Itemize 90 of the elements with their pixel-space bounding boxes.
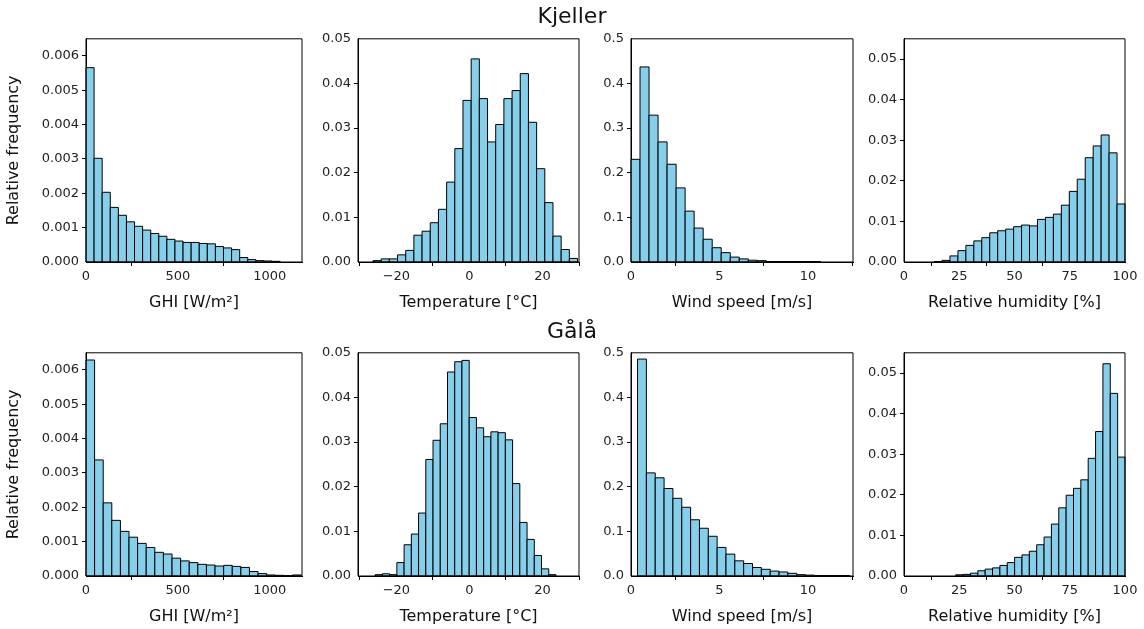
- x-axis-title: Temperature [°C]: [398, 291, 538, 311]
- y-tick-label: 0.1: [603, 208, 624, 224]
- y-tick-label: 0.0: [603, 253, 624, 269]
- y-tick-label: 0.00: [322, 567, 351, 583]
- y-axis-title: Relative frequency: [2, 75, 22, 226]
- y-tick-label: 0.003: [41, 150, 79, 166]
- y-tick-label: 0.005: [41, 395, 79, 411]
- y-tick-label: 0.004: [41, 116, 79, 132]
- y-tick-label: 0.04: [322, 388, 351, 404]
- y-tick-label: 0.3: [603, 119, 624, 135]
- x-tick-label: 500: [165, 582, 191, 598]
- y-tick-label: 0.0: [603, 567, 624, 583]
- chart-title: Kjeller: [536, 3, 608, 29]
- x-axis-title: Wind speed [m/s]: [671, 605, 813, 625]
- x-tick-label: 25: [950, 582, 968, 598]
- y-tick-label: 0.02: [322, 164, 351, 180]
- y-tick-label: 0.03: [322, 119, 351, 135]
- x-axis-title: GHI [W/m²]: [149, 605, 239, 625]
- y-axis-title: Relative frequency: [2, 389, 22, 540]
- x-tick-label: 500: [165, 268, 191, 284]
- y-tick-label: 0.006: [41, 47, 79, 63]
- y-tick-label: 0.02: [868, 486, 897, 502]
- y-tick-label: 0.004: [41, 430, 79, 446]
- y-tick-label: 0.5: [603, 30, 624, 46]
- x-tick-label: 0: [899, 268, 909, 284]
- y-tick-label: 0.01: [868, 212, 897, 228]
- y-tick-label: 0.04: [322, 74, 351, 90]
- y-tick-label: 0.02: [868, 172, 897, 188]
- y-tick-label: 0.04: [868, 405, 897, 421]
- y-tick-label: 0.03: [322, 433, 351, 449]
- y-tick-label: 0.005: [41, 81, 79, 97]
- x-tick-label: 1000: [253, 268, 287, 284]
- x-tick-label: 20: [534, 268, 551, 284]
- y-tick-label: 0.00: [868, 567, 897, 583]
- y-tick-label: 0.4: [603, 74, 624, 90]
- x-tick-label: 50: [1006, 268, 1023, 284]
- y-tick-label: 0.05: [322, 344, 351, 360]
- x-tick-label: 1000: [253, 582, 287, 598]
- x-tick-label: 0: [626, 582, 636, 598]
- x-tick-label: 10: [799, 268, 817, 284]
- x-tick-label: 75: [1061, 268, 1079, 284]
- y-tick-label: 0.03: [868, 131, 897, 147]
- x-tick-label: 0: [81, 582, 91, 598]
- y-tick-label: 0.05: [868, 50, 897, 66]
- y-tick-label: 0.05: [868, 364, 897, 380]
- x-tick-label: −20: [382, 268, 411, 284]
- y-tick-label: 0.03: [868, 445, 897, 461]
- y-tick-label: 0.01: [322, 208, 351, 224]
- x-tick-label: 0: [465, 268, 474, 284]
- y-tick-label: 0.002: [41, 498, 79, 514]
- x-tick-label: 100: [1112, 582, 1138, 598]
- x-tick-label: 5: [715, 582, 724, 598]
- x-tick-label: 100: [1112, 268, 1138, 284]
- x-tick-label: 50: [1006, 582, 1023, 598]
- y-tick-label: 0.3: [603, 433, 624, 449]
- y-tick-label: 0.05: [322, 30, 351, 46]
- y-tick-label: 0.003: [41, 464, 79, 480]
- x-axis-title: Relative humidity [%]: [927, 291, 1102, 311]
- x-tick-label: 0: [81, 268, 91, 284]
- y-tick-label: 0.000: [41, 253, 79, 269]
- chart-title: Gålå: [545, 318, 599, 344]
- y-tick-label: 0.5: [603, 344, 624, 360]
- y-tick-label: 0.04: [868, 91, 897, 107]
- y-tick-label: 0.2: [603, 164, 624, 180]
- x-tick-label: 25: [950, 268, 968, 284]
- y-tick-label: 0.002: [41, 184, 79, 200]
- y-tick-label: 0.4: [603, 388, 624, 404]
- x-axis-title: Wind speed [m/s]: [671, 291, 813, 311]
- y-tick-label: 0.006: [41, 361, 79, 377]
- x-axis-title: Temperature [°C]: [398, 605, 538, 625]
- x-axis-title: GHI [W/m²]: [149, 291, 239, 311]
- x-axis-title: Relative humidity [%]: [927, 605, 1102, 625]
- y-tick-label: 0.001: [41, 533, 79, 549]
- y-tick-label: 0.2: [603, 478, 624, 494]
- x-tick-label: 0: [899, 582, 909, 598]
- x-tick-label: 10: [799, 582, 817, 598]
- x-tick-label: 5: [715, 268, 724, 284]
- x-tick-label: 75: [1061, 582, 1079, 598]
- y-tick-label: 0.00: [322, 253, 351, 269]
- x-tick-label: −20: [382, 582, 411, 598]
- y-tick-label: 0.00: [868, 253, 897, 269]
- x-tick-label: 20: [534, 582, 551, 598]
- y-tick-label: 0.000: [41, 567, 79, 583]
- x-tick-label: 0: [465, 582, 474, 598]
- y-tick-label: 0.1: [603, 522, 624, 538]
- y-tick-label: 0.02: [322, 478, 351, 494]
- y-tick-label: 0.01: [868, 526, 897, 542]
- x-tick-label: 0: [626, 268, 636, 284]
- y-tick-label: 0.01: [322, 522, 351, 538]
- y-tick-label: 0.001: [41, 219, 79, 235]
